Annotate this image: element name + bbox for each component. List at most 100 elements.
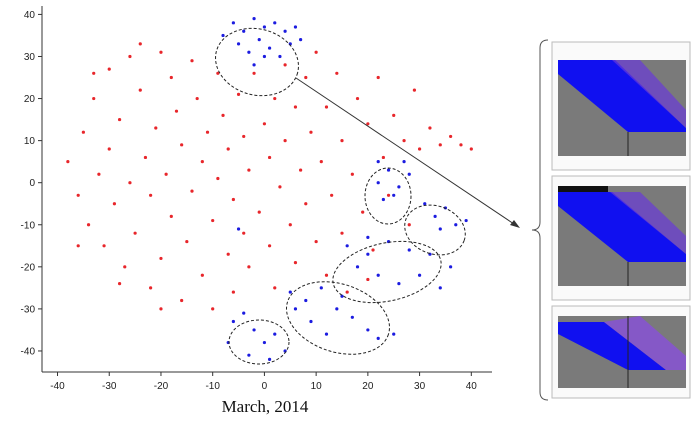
x-tick-label: -40 xyxy=(50,381,65,392)
point xyxy=(449,135,452,138)
point xyxy=(325,333,328,336)
point xyxy=(258,38,261,41)
point xyxy=(118,118,121,121)
point xyxy=(382,198,385,201)
x-tick-label: 0 xyxy=(262,381,268,392)
point xyxy=(361,211,364,214)
point xyxy=(459,143,462,146)
point xyxy=(454,223,457,226)
point xyxy=(139,89,142,92)
point xyxy=(196,97,199,100)
point xyxy=(356,265,359,268)
point xyxy=(289,290,292,293)
point xyxy=(449,265,452,268)
point xyxy=(102,244,105,247)
point xyxy=(180,143,183,146)
point xyxy=(268,244,271,247)
point xyxy=(77,244,80,247)
y-tick-label: -40 xyxy=(21,346,36,357)
chart: March, 2014 -40-30-20-10010203040-40-30-… xyxy=(0,0,691,432)
point xyxy=(278,185,281,188)
point xyxy=(377,181,380,184)
point xyxy=(232,198,235,201)
point xyxy=(304,76,307,79)
point xyxy=(134,232,137,235)
point xyxy=(273,97,276,100)
point xyxy=(304,299,307,302)
x-tick-label: 40 xyxy=(466,381,478,392)
arrow-line xyxy=(296,78,514,224)
point xyxy=(408,223,411,226)
point xyxy=(247,265,250,268)
point xyxy=(227,147,230,150)
point xyxy=(366,236,369,239)
point xyxy=(108,68,111,71)
point xyxy=(397,282,400,285)
point xyxy=(439,286,442,289)
point xyxy=(340,139,343,142)
point xyxy=(144,156,147,159)
point xyxy=(335,307,338,310)
y-tick-label: -30 xyxy=(21,304,36,315)
point xyxy=(190,190,193,193)
point xyxy=(252,17,255,20)
point xyxy=(190,59,193,62)
y-tick-label: -20 xyxy=(21,262,36,273)
point xyxy=(304,202,307,205)
point xyxy=(227,253,230,256)
point xyxy=(237,93,240,96)
point xyxy=(346,290,349,293)
point xyxy=(216,177,219,180)
point xyxy=(252,328,255,331)
point xyxy=(366,253,369,256)
point xyxy=(325,274,328,277)
point xyxy=(221,34,224,37)
point xyxy=(237,227,240,230)
point xyxy=(268,156,271,159)
x-tick-label: -20 xyxy=(154,381,169,392)
point xyxy=(351,316,354,319)
point xyxy=(201,160,204,163)
point xyxy=(211,307,214,310)
cluster-outlines xyxy=(208,19,472,366)
point xyxy=(418,274,421,277)
point xyxy=(299,168,302,171)
y-tick-label: 40 xyxy=(24,10,36,21)
point xyxy=(284,139,287,142)
point xyxy=(252,72,255,75)
point xyxy=(66,160,69,163)
point xyxy=(170,215,173,218)
point xyxy=(165,173,168,176)
point xyxy=(97,173,100,176)
cluster-ellipse xyxy=(208,19,306,104)
point xyxy=(294,307,297,310)
point xyxy=(408,173,411,176)
point xyxy=(247,168,250,171)
point xyxy=(387,168,390,171)
y-tick-label: 10 xyxy=(24,136,36,147)
point xyxy=(330,194,333,197)
point xyxy=(434,215,437,218)
point xyxy=(377,160,380,163)
point xyxy=(340,295,343,298)
point xyxy=(159,307,162,310)
point xyxy=(268,46,271,49)
point xyxy=(439,227,442,230)
point xyxy=(268,358,271,361)
point xyxy=(340,232,343,235)
point xyxy=(154,126,157,129)
point xyxy=(159,51,162,54)
x-tick-label: -10 xyxy=(205,381,220,392)
point xyxy=(247,354,250,357)
point xyxy=(92,97,95,100)
point xyxy=(315,240,318,243)
point xyxy=(170,76,173,79)
bracket xyxy=(532,40,548,400)
point xyxy=(273,21,276,24)
point xyxy=(211,219,214,222)
y-tick-label: 20 xyxy=(24,94,36,105)
arrow xyxy=(296,78,520,228)
point xyxy=(263,25,266,28)
y-tick-label: 30 xyxy=(24,52,36,63)
point xyxy=(325,105,328,108)
